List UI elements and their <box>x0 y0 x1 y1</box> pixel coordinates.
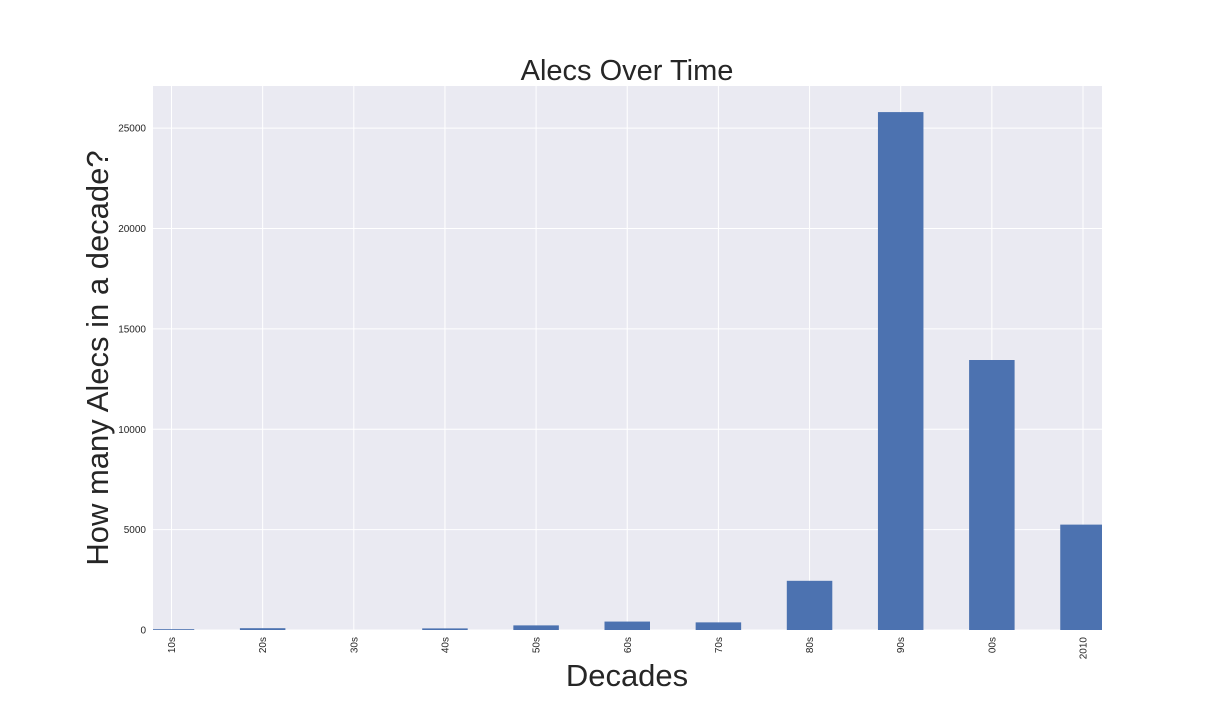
y-tick-label: 0 <box>140 626 146 637</box>
x-tick-label: 50s <box>532 637 543 653</box>
x-tick-label: 30s <box>349 637 360 653</box>
x-axis-ticks: 10s 20s 30s 40s 50s 60s 70s 80s 90s 00s 2010 <box>167 637 1090 660</box>
y-tick-label: 20000 <box>118 224 146 235</box>
bar-50s <box>513 625 559 630</box>
x-tick-label: 80s <box>805 637 816 653</box>
bars <box>153 112 1102 630</box>
x-tick-label: 2010 <box>1079 637 1090 660</box>
y-axis-ticks: 0 5000 10000 15000 20000 25000 <box>118 124 146 637</box>
bar-20s <box>239 628 286 630</box>
bar-2010 <box>1060 524 1102 630</box>
x-axis-label: Decades <box>566 658 688 693</box>
bar-70s <box>695 622 742 630</box>
x-tick-label: 90s <box>896 637 907 653</box>
chart-title: Alecs Over Time <box>521 55 734 87</box>
bar-10s <box>153 629 195 630</box>
y-tick-label: 10000 <box>118 425 146 436</box>
x-tick-label: 40s <box>440 637 451 653</box>
x-tick-label: 10s <box>167 637 178 653</box>
y-tick-label: 25000 <box>118 124 146 135</box>
bar-60s <box>604 621 650 630</box>
x-tick-label: 20s <box>258 637 269 653</box>
bar-90s <box>877 112 924 630</box>
bar-00s <box>969 360 1015 630</box>
bar-40s <box>422 628 468 630</box>
y-tick-label: 15000 <box>118 324 146 335</box>
bar-80s <box>786 580 833 630</box>
y-tick-label: 5000 <box>124 525 147 536</box>
x-tick-label: 70s <box>714 637 725 653</box>
y-axis-label: How many Alecs in a decade? <box>80 150 115 565</box>
x-tick-label: 60s <box>623 637 634 653</box>
x-tick-label: 00s <box>987 637 998 653</box>
